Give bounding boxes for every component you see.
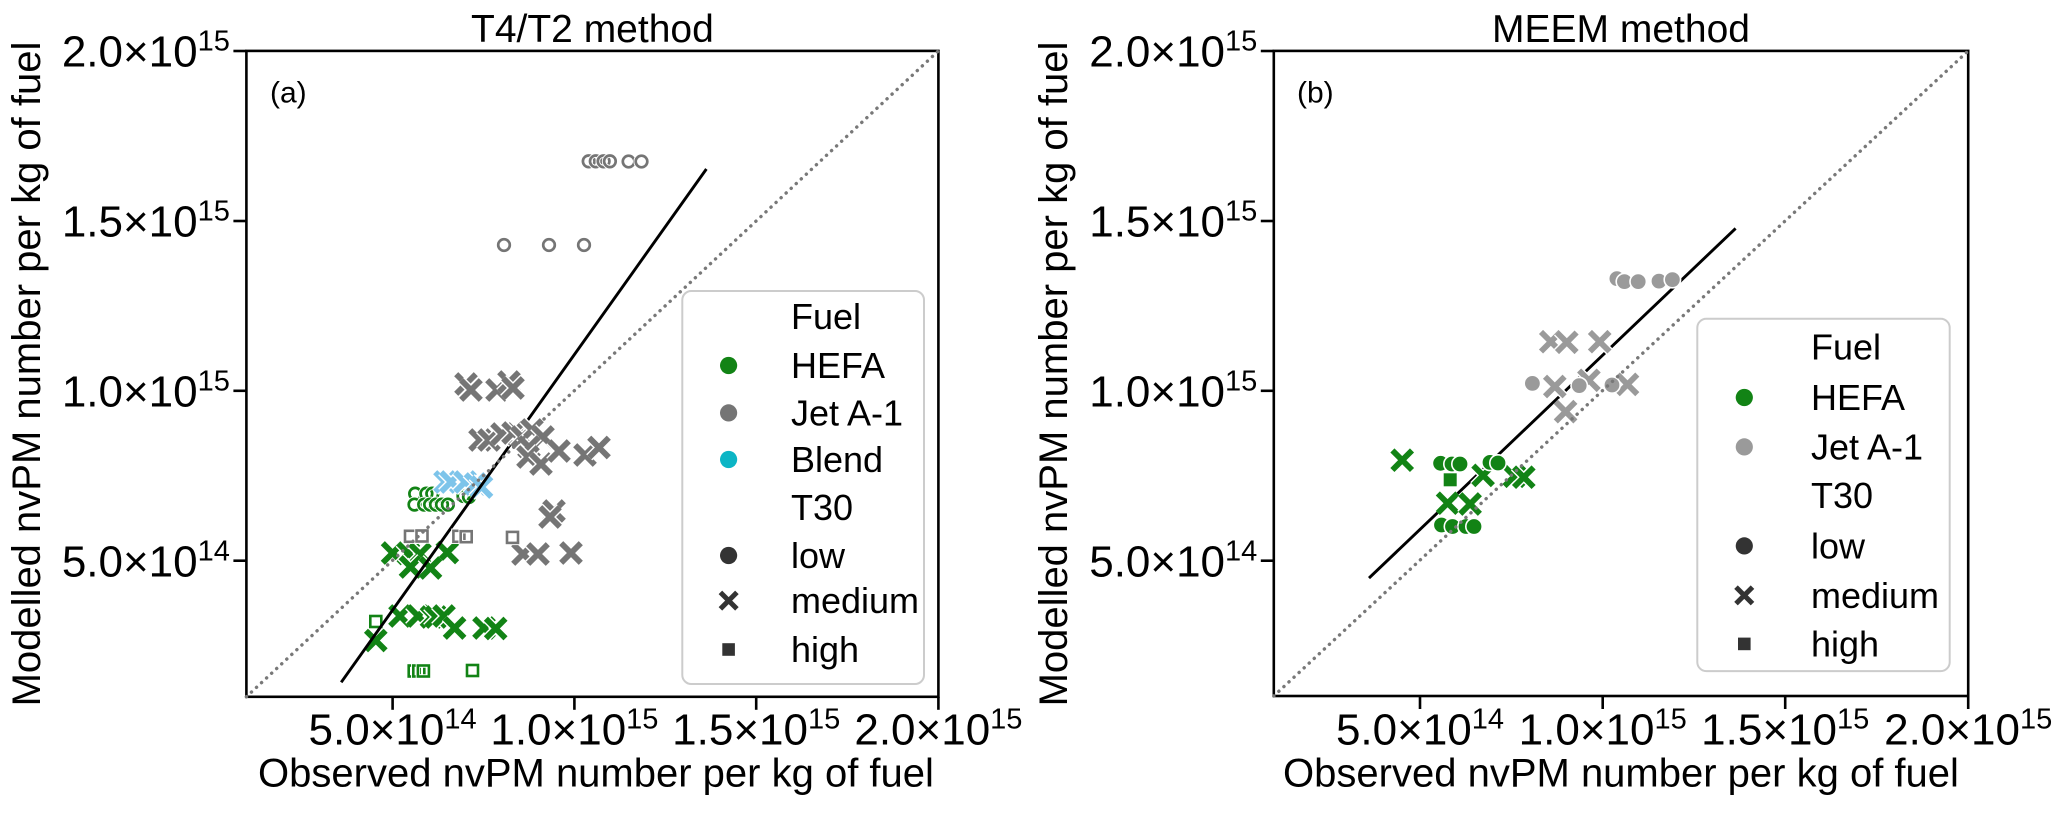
- svg-text:(b): (b): [1297, 77, 1334, 110]
- svg-text:Observed nvPM number per kg of: Observed nvPM number per kg of fuel: [1283, 752, 1959, 796]
- svg-text:Modelled nvPM number per kg of: Modelled nvPM number per kg of fuel: [1032, 42, 1076, 707]
- svg-text:low: low: [791, 535, 846, 576]
- svg-text:(a): (a): [270, 77, 307, 110]
- svg-text:high: high: [1811, 623, 1879, 664]
- svg-text:medium: medium: [791, 580, 919, 621]
- svg-text:T30: T30: [1811, 475, 1873, 516]
- svg-text:Jet A-1: Jet A-1: [1811, 426, 1923, 467]
- svg-text:Jet A-1: Jet A-1: [791, 392, 903, 433]
- svg-text:HEFA: HEFA: [791, 345, 885, 386]
- svg-text:HEFA: HEFA: [1811, 377, 1905, 418]
- svg-text:MEEM method: MEEM method: [1492, 8, 1750, 51]
- svg-text:Fuel: Fuel: [1811, 327, 1881, 368]
- svg-text:low: low: [1811, 525, 1866, 566]
- svg-text:high: high: [791, 629, 859, 670]
- svg-text:medium: medium: [1811, 575, 1939, 616]
- svg-text:Modelled nvPM number per kg of: Modelled nvPM number per kg of fuel: [5, 42, 49, 707]
- svg-text:T4/T2 method: T4/T2 method: [471, 8, 714, 51]
- svg-text:5.0×1014: 5.0×1014: [309, 704, 477, 755]
- svg-text:Blend: Blend: [791, 439, 883, 480]
- svg-text:T30: T30: [791, 487, 853, 528]
- svg-text:1.5×1015: 1.5×1015: [1701, 704, 1869, 755]
- svg-text:Observed nvPM number per kg of: Observed nvPM number per kg of fuel: [258, 752, 934, 796]
- svg-text:Fuel: Fuel: [791, 296, 861, 337]
